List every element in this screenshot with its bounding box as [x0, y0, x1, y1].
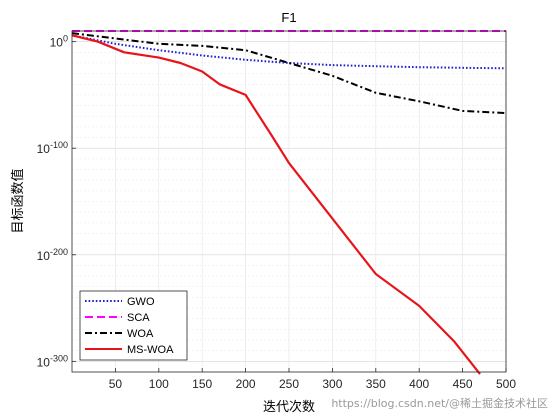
x-tick-label: 50: [109, 377, 123, 391]
x-tick-label: 250: [279, 377, 299, 391]
legend-label: WOA: [127, 328, 154, 340]
y-tick-label: 10-200: [37, 247, 68, 263]
x-tick-label: 300: [322, 377, 342, 391]
y-tick-label: 10-100: [37, 140, 68, 156]
grid: [72, 31, 507, 373]
series-line-gwo: [71, 34, 507, 70]
y-tick-base: 10: [37, 142, 51, 156]
legend-label: SCA: [127, 312, 150, 324]
y-tick-exponent: -300: [50, 353, 68, 363]
y-axis-label: 目标函数值: [10, 168, 26, 233]
x-axis-ticks: 50 100 150 200 250 300 350 400 450 500: [109, 368, 516, 391]
x-tick-label: 450: [453, 377, 473, 391]
x-tick-label: 200: [236, 377, 256, 391]
x-tick-label: 400: [409, 377, 429, 391]
y-tick-label: 100: [50, 34, 68, 50]
legend-label: MS-WOA: [127, 344, 174, 356]
y-tick-exponent: 0: [63, 34, 68, 44]
x-axis-label: 迭代次数: [263, 399, 315, 415]
legend: GWO SCA WOA MS-WOA: [79, 290, 188, 361]
x-tick-label: 500: [496, 377, 516, 391]
series-line-ms-woa: [71, 34, 481, 375]
x-tick-label: 350: [366, 377, 386, 391]
series-line-woa: [71, 32, 507, 115]
y-tick-label: 10-300: [37, 353, 68, 369]
y-tick-base: 10: [37, 249, 51, 263]
x-tick-label: 100: [149, 377, 169, 391]
y-tick-base: 10: [37, 355, 51, 369]
y-tick-exponent: -100: [50, 140, 68, 150]
legend-label: GWO: [127, 296, 155, 308]
x-tick-label: 150: [192, 377, 212, 391]
watermark: https://blog.csdn.net/@稀土掘金技术社区: [331, 396, 548, 410]
y-tick-base: 10: [50, 36, 64, 50]
y-tick-exponent: -200: [50, 247, 68, 257]
chart-title: F1: [281, 10, 296, 25]
